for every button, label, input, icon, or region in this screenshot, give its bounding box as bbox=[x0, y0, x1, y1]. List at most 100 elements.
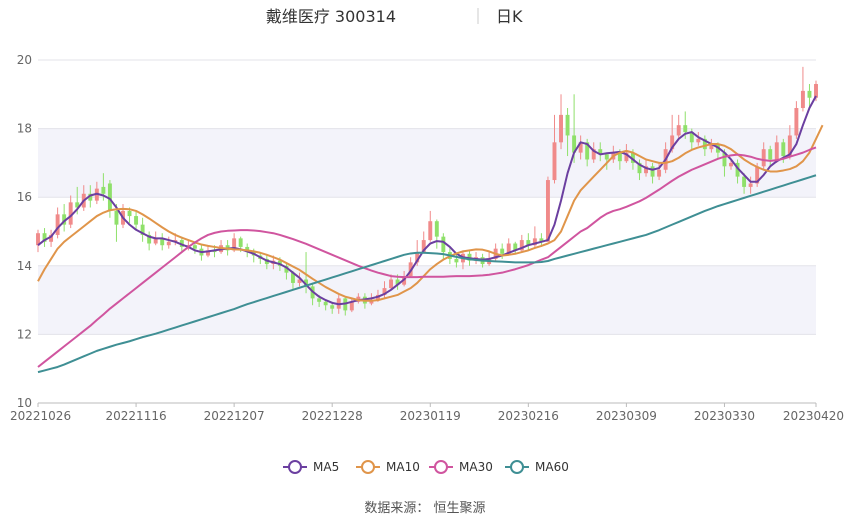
candle-body bbox=[565, 114, 570, 136]
ma-line-ma5 bbox=[37, 95, 817, 306]
candle-body bbox=[127, 210, 132, 217]
legend-item-ma10[interactable]: MA10 bbox=[356, 460, 420, 474]
candle-body bbox=[506, 243, 511, 254]
ma-lines bbox=[37, 95, 824, 374]
candlesticks bbox=[36, 66, 818, 316]
candle-body bbox=[722, 152, 727, 167]
legend-label: MA30 bbox=[459, 460, 493, 474]
candle-body bbox=[284, 265, 289, 273]
candle-body bbox=[166, 241, 171, 246]
candle-body bbox=[68, 202, 73, 225]
candle-body bbox=[800, 90, 805, 109]
candle-body bbox=[617, 152, 622, 162]
candle-body bbox=[689, 132, 694, 143]
candle bbox=[532, 226, 537, 249]
legend-label: MA60 bbox=[535, 460, 569, 474]
candle bbox=[650, 162, 655, 184]
y-tick-label: 20 bbox=[17, 53, 32, 67]
candle-body bbox=[683, 125, 688, 133]
candle-body bbox=[238, 238, 243, 247]
x-tick-label: 20221228 bbox=[302, 409, 363, 423]
candle-body bbox=[114, 210, 119, 225]
candle bbox=[696, 132, 701, 146]
candle-body bbox=[545, 180, 550, 242]
candle-body bbox=[192, 245, 197, 249]
candle-body bbox=[572, 135, 577, 153]
candle-body bbox=[454, 258, 459, 263]
candle bbox=[565, 108, 570, 157]
candle bbox=[49, 229, 54, 247]
band bbox=[38, 128, 816, 198]
candle bbox=[291, 270, 295, 290]
candle-body bbox=[794, 108, 799, 136]
candle-body bbox=[42, 233, 47, 242]
candle bbox=[735, 159, 740, 184]
candle bbox=[68, 195, 73, 229]
candle-body bbox=[709, 144, 714, 150]
candle bbox=[55, 207, 60, 239]
candle bbox=[742, 173, 747, 194]
candle bbox=[591, 142, 596, 163]
legend-item-ma60[interactable]: MA60 bbox=[505, 460, 569, 474]
legend-swatch-marker bbox=[361, 460, 375, 474]
candle-body bbox=[755, 166, 760, 184]
legend-swatch-marker bbox=[288, 460, 302, 474]
candle bbox=[526, 233, 531, 251]
legend[interactable]: MA5 MA10 MA30 MA60 bbox=[283, 460, 569, 474]
candle bbox=[709, 138, 714, 153]
x-tick-label: 20221026 bbox=[10, 409, 71, 423]
candle-body bbox=[774, 142, 779, 160]
candle bbox=[519, 234, 524, 253]
chart-title: 戴维医疗 300314 bbox=[266, 7, 396, 26]
candle-body bbox=[49, 234, 54, 242]
candle-body bbox=[297, 279, 302, 283]
candle-body bbox=[153, 238, 158, 244]
candle bbox=[382, 281, 387, 299]
candle-body bbox=[761, 149, 766, 167]
candle bbox=[539, 233, 544, 247]
candle bbox=[147, 231, 152, 251]
candle-body bbox=[532, 238, 537, 246]
candle-body bbox=[36, 233, 40, 246]
candle bbox=[140, 217, 145, 242]
candle bbox=[349, 298, 354, 313]
candle-body bbox=[101, 186, 106, 194]
legend-item-ma5[interactable]: MA5 bbox=[283, 460, 339, 474]
candle-body bbox=[304, 279, 309, 287]
x-tick-label: 20221207 bbox=[204, 409, 265, 423]
x-tick-label: 20221116 bbox=[106, 409, 167, 423]
candle bbox=[807, 84, 812, 109]
candle bbox=[637, 159, 642, 181]
y-tick-label: 14 bbox=[17, 259, 32, 273]
ma-line-ma30 bbox=[37, 146, 817, 368]
candle-body bbox=[428, 221, 433, 241]
candle bbox=[768, 145, 773, 167]
candle-body bbox=[55, 214, 60, 235]
candle bbox=[748, 176, 753, 194]
candle bbox=[428, 210, 433, 242]
y-axis: 10 12 14 16 18 20 bbox=[17, 53, 32, 410]
candle-body bbox=[434, 221, 439, 237]
candle-body bbox=[630, 152, 635, 163]
candle bbox=[192, 241, 197, 254]
candle-body bbox=[160, 238, 165, 246]
candle bbox=[774, 135, 779, 163]
y-tick-label: 10 bbox=[17, 396, 32, 410]
legend-item-ma30[interactable]: MA30 bbox=[429, 460, 493, 474]
candle-body bbox=[702, 138, 707, 150]
candle bbox=[36, 229, 40, 253]
candle-body bbox=[604, 154, 609, 160]
y-tick-label: 16 bbox=[17, 190, 32, 204]
candle-body bbox=[637, 162, 642, 174]
candle-body bbox=[787, 135, 792, 157]
candle bbox=[284, 262, 289, 280]
candle bbox=[761, 142, 766, 170]
candle-body bbox=[140, 224, 145, 235]
candle-body bbox=[421, 240, 426, 253]
candle bbox=[434, 219, 439, 249]
candle-body bbox=[670, 135, 675, 150]
ma-line-ma60 bbox=[37, 174, 817, 374]
candle bbox=[160, 233, 165, 251]
candle bbox=[559, 94, 563, 150]
